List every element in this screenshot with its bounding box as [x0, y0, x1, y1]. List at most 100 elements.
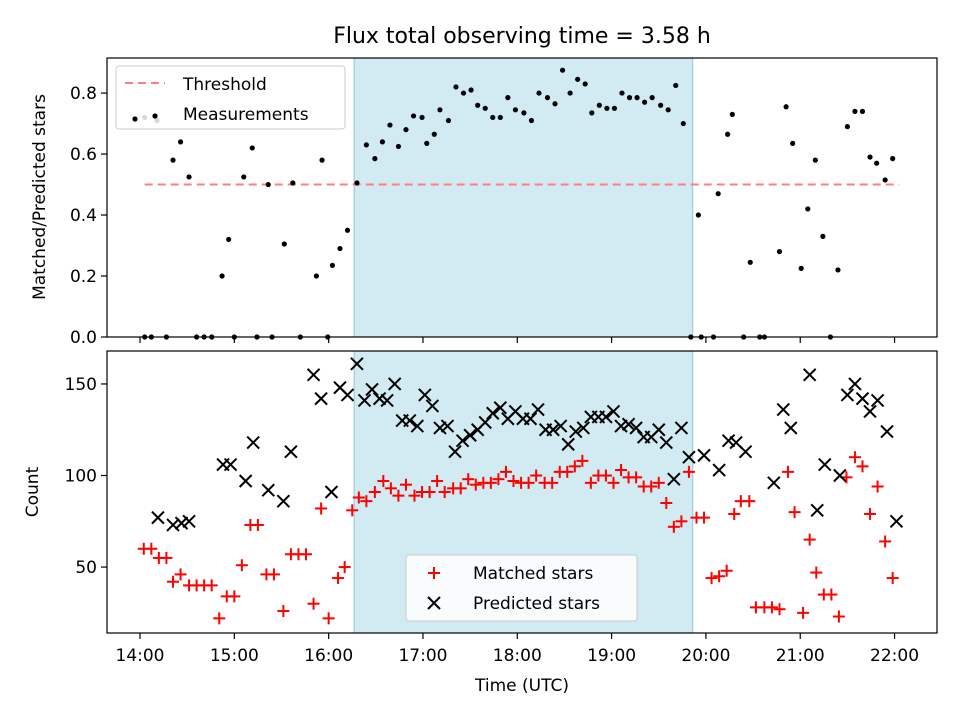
predicted-star-point [553, 419, 568, 433]
measurement-point [776, 249, 783, 255]
predicted-star-point [306, 368, 321, 382]
predicted-star-point [365, 382, 379, 397]
y-tick-label: 0.6 [70, 145, 97, 165]
matched-star-point [438, 486, 451, 498]
measurement-point [445, 117, 452, 124]
predicted-star-point [863, 404, 877, 419]
predicted-star-point [621, 417, 636, 431]
predicted-star-point [682, 450, 696, 464]
matched-star-point [174, 568, 187, 581]
predicted-star-marker-b [261, 483, 275, 497]
matched-star-point [682, 465, 695, 478]
matched-star-point [300, 548, 313, 561]
top-panel: 0.00.20.40.60.8 Matched/Predicted stars … [30, 57, 938, 348]
matched-star-point [660, 496, 673, 509]
predicted-star-marker-b [365, 382, 379, 397]
measurement-point [649, 95, 655, 101]
matched-star-point [346, 504, 359, 517]
measurement-point [596, 102, 602, 108]
matched-star-point [652, 476, 665, 489]
matched-star-point [205, 579, 218, 592]
matched-star-point [332, 572, 345, 585]
matched-star-point [408, 489, 421, 502]
predicted-star-marker-b [569, 424, 583, 439]
x-tick-label: 14:00 [116, 646, 165, 666]
predicted-star-point [324, 485, 339, 499]
measurement-point [313, 273, 319, 279]
predicted-star-point [546, 423, 560, 437]
matched-star-point [251, 518, 264, 531]
predicted-star-marker-b [767, 476, 781, 490]
matched-star-point [765, 601, 778, 614]
predicted-star-marker-b [493, 401, 508, 415]
measurement-point [890, 156, 896, 162]
matched-star-point [228, 590, 241, 603]
predicted-star-point [418, 388, 432, 402]
measurement-point [680, 120, 686, 127]
measurement-point [372, 156, 378, 162]
x-tick-label: 15:00 [210, 646, 259, 666]
y-tick-label: 50 [75, 558, 97, 578]
matched-star-point [630, 471, 643, 484]
matched-star-point [561, 465, 574, 478]
measurement-point [725, 131, 731, 137]
predicted-star-marker-b [674, 421, 689, 435]
predicted-star-marker-b [276, 494, 291, 508]
y-tick-label: 0.8 [70, 84, 97, 104]
measurement-point [559, 67, 566, 73]
predicted-star-point [848, 377, 862, 391]
predicted-star-marker-b [508, 404, 523, 419]
predicted-star-point [284, 445, 298, 459]
legend-predicted-label: Predicted stars [473, 594, 600, 614]
predicted-star-point [261, 483, 275, 497]
matched-star-point [399, 478, 412, 491]
bottom-y-ticks: 50 100 150 [65, 375, 107, 578]
predicted-star-marker-b [553, 419, 568, 433]
measurement-point [460, 90, 467, 96]
predicted-star-point [410, 419, 425, 433]
predicted-star-point [486, 406, 500, 420]
matched-star-point [267, 568, 280, 581]
measurement-point [363, 142, 369, 148]
matched-star-point [377, 475, 390, 488]
matched-star-point [499, 465, 512, 478]
matched-star-point [322, 612, 335, 625]
measurement-point [344, 227, 351, 233]
measurement-point [715, 191, 721, 197]
matched-star-point [645, 480, 658, 493]
measurement-point [835, 267, 841, 273]
matched-star-point [167, 575, 180, 588]
predicted-star-marker-b [776, 402, 790, 417]
top-y-ticks: 0.0 0.2 0.4 0.6 0.8 [70, 84, 107, 348]
measurement-point [805, 206, 811, 212]
matched-star-point [803, 533, 816, 546]
predicted-star-marker-b [840, 388, 855, 402]
predicted-star-point [561, 437, 575, 452]
measurement-point [567, 90, 573, 96]
matched-star-point [160, 551, 173, 564]
matched-star-point [277, 605, 290, 618]
predicted-star-point [767, 476, 781, 490]
matched-star-point [797, 606, 810, 619]
predicted-star-marker-b [425, 399, 440, 413]
measurement-point [337, 245, 343, 252]
predicted-star-marker-b [599, 410, 613, 424]
measurement-point [582, 81, 588, 87]
legend-matched-marker [428, 567, 440, 579]
measurement-point [544, 95, 551, 101]
legend-predicted-marker [427, 596, 441, 610]
matched-star-point [825, 588, 838, 601]
predicted-star-point [403, 413, 417, 428]
matched-star-point [145, 542, 158, 555]
predicted-star-marker-b [682, 450, 696, 464]
predicted-star-point [425, 399, 440, 413]
measurement-point [490, 114, 496, 121]
predicted-star-point [576, 421, 591, 435]
predicted-star-marker-b [667, 472, 681, 486]
predicted-star-marker-b [455, 434, 470, 448]
measurement-point [319, 157, 325, 163]
predicted-star-marker-b [166, 518, 180, 532]
matched-star-point [832, 610, 845, 623]
measurement-point [482, 105, 488, 111]
predicted-star-point [840, 388, 855, 402]
